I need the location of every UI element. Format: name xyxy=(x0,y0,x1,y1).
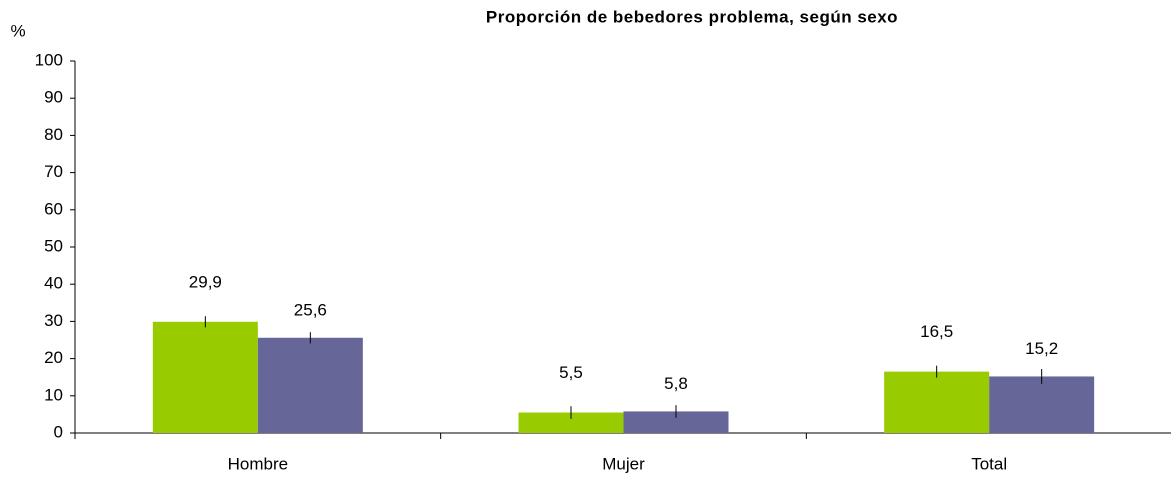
bar xyxy=(257,337,363,433)
y-tick-label: 90 xyxy=(44,88,63,107)
bar xyxy=(884,371,990,433)
y-tick-label: 100 xyxy=(35,50,63,69)
bar xyxy=(623,411,729,433)
x-tick-label: Mujer xyxy=(602,454,645,473)
x-tick-label: Total xyxy=(971,454,1007,473)
y-tick-label: 80 xyxy=(44,125,63,144)
bar xyxy=(152,321,258,433)
y-tick-label: 20 xyxy=(44,348,63,367)
bar xyxy=(518,412,624,433)
y-tick-label: 10 xyxy=(44,385,63,404)
data-label: 15,2 xyxy=(1025,339,1058,358)
data-label: 16,5 xyxy=(920,322,953,341)
data-label: 5,8 xyxy=(664,374,688,393)
data-label: 25,6 xyxy=(294,300,327,319)
chart-title: Proporción de bebedores problema, según … xyxy=(486,7,898,26)
x-tick-label: Hombre xyxy=(228,454,288,473)
y-axis-label: % xyxy=(10,21,25,40)
bar xyxy=(989,376,1095,433)
y-tick-label: 50 xyxy=(44,236,63,255)
data-label: 29,9 xyxy=(189,272,222,291)
y-tick-label: 40 xyxy=(44,274,63,293)
y-tick-label: 70 xyxy=(44,162,63,181)
y-tick-label: 30 xyxy=(44,311,63,330)
y-tick-label: 60 xyxy=(44,199,63,218)
data-label: 5,5 xyxy=(559,363,583,382)
y-tick-label: 0 xyxy=(54,422,63,441)
